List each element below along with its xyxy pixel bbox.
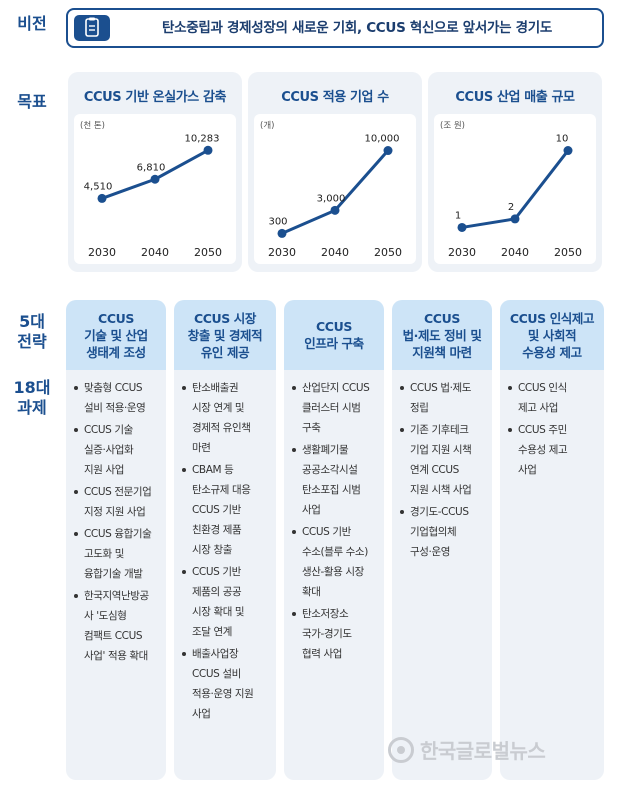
data-point xyxy=(203,145,213,155)
data-label: 10,000 xyxy=(365,134,400,145)
line-chart: (개) 300 2030 3,000 2040 10,000 2050 xyxy=(260,120,402,259)
goal-label: 목표 xyxy=(17,92,47,111)
task-item: 한국지역난방공 사 '도심형 컴팩트 CCUS 사업' 적용 확대 xyxy=(70,586,162,666)
task-list-panel: 산업단지 CCUS 클러스터 시범 구축 생활폐기물 공공소각시설 탄소포집 시… xyxy=(284,370,384,780)
data-point xyxy=(457,222,467,232)
task-list-panel: 맞춤형 CCUS 설비 적용·운영 CCUS 기술 실증·사업화 지원 사업 C… xyxy=(66,370,166,780)
strategy-header: CCUS 기술 및 산업 생태계 조성 xyxy=(66,300,166,370)
goal-chart: (개) 300 2030 3,000 2040 10,000 2050 xyxy=(254,114,416,264)
task-item: 생활폐기물 공공소각시설 탄소포집 시범 사업 xyxy=(288,440,380,520)
task-item: 배출사업장 CCUS 설비 적용·운영 지원 사업 xyxy=(178,644,272,724)
task-list-panel: CCUS 법·제도 정립 기존 기후테크 기업 지원 시책 연계 CCUS 지원… xyxy=(392,370,492,780)
tasks-label: 18대 과제 xyxy=(13,378,51,417)
data-label: 2 xyxy=(508,202,514,213)
strategy-title: CCUS 시장 창출 및 경제적 유인 제공 xyxy=(187,310,263,360)
task-item: CCUS 융합기술 고도화 및 융합기술 개발 xyxy=(70,524,162,584)
strategy-header: CCUS 법·제도 정비 및 지원책 마련 xyxy=(392,300,492,370)
x-tick-label: 2040 xyxy=(141,246,169,259)
task-item: 기존 기후테크 기업 지원 시책 연계 CCUS 지원 시책 사업 xyxy=(396,420,488,500)
task-item: CCUS 주민 수용성 제고 사업 xyxy=(504,420,600,480)
data-label: 1 xyxy=(455,210,461,221)
task-item: CCUS 인식 제고 사업 xyxy=(504,378,600,418)
strategy-label: 5대 전략 xyxy=(17,312,47,351)
task-item: CCUS 법·제도 정립 xyxy=(396,378,488,418)
data-point xyxy=(383,146,393,156)
data-point xyxy=(97,193,107,203)
x-tick-label: 2040 xyxy=(321,246,349,259)
x-tick-label: 2040 xyxy=(501,246,529,259)
x-tick-label: 2030 xyxy=(88,246,116,259)
data-label: 10 xyxy=(556,134,569,145)
task-item: 맞춤형 CCUS 설비 적용·운영 xyxy=(70,378,162,418)
goal-panel-companies: CCUS 적용 기업 수 (개) 300 2030 3,000 2040 10,000 20… xyxy=(248,72,422,272)
task-item: 탄소배출권 시장 연계 및 경제적 유인책 마련 xyxy=(178,378,272,458)
data-point xyxy=(150,174,160,184)
data-label: 6,810 xyxy=(137,162,166,173)
task-item: CCUS 기반 제품의 공공 시장 확대 및 조달 연계 xyxy=(178,562,272,642)
data-point xyxy=(277,228,287,238)
x-tick-label: 2050 xyxy=(194,246,222,259)
vision-box: 탄소중립과 경제성장의 새로운 기회, CCUS 혁신으로 앞서가는 경기도 xyxy=(66,8,604,48)
strategy-title: CCUS 기술 및 산업 생태계 조성 xyxy=(84,310,148,360)
line-chart: (조 원) 1 2030 2 2040 10 2050 xyxy=(440,121,582,259)
goal-panel-revenue: CCUS 산업 매출 규모 (조 원) 1 2030 2 2040 10 2050 xyxy=(428,72,602,272)
goal-panel-emission: CCUS 기반 온실가스 감축 (천 톤) 4,510 2030 6,810 2040 1… xyxy=(68,72,242,272)
globe-logo-icon xyxy=(388,736,414,763)
goal-chart: (천 톤) 4,510 2030 6,810 2040 10,283 2050 xyxy=(74,114,236,264)
goal-title: CCUS 적용 기업 수 xyxy=(281,90,389,105)
task-item: CBAM 등 탄소규제 대응 CCUS 기반 친환경 제품 시장 창출 xyxy=(178,460,272,560)
task-list-panel: CCUS 인식 제고 사업 CCUS 주민 수용성 제고 사업 xyxy=(500,370,604,780)
task-item: CCUS 기술 실증·사업화 지원 사업 xyxy=(70,420,162,480)
x-tick-label: 2030 xyxy=(268,246,296,259)
strategy-header: CCUS 인식제고 및 사회적 수용성 제고 xyxy=(500,300,604,370)
task-list-panel: 탄소배출권 시장 연계 및 경제적 유인책 마련 CBAM 등 탄소규제 대응 … xyxy=(174,370,276,780)
x-tick-label: 2030 xyxy=(448,246,476,259)
data-label: 10,283 xyxy=(185,133,220,144)
task-item: 산업단지 CCUS 클러스터 시범 구축 xyxy=(288,378,380,438)
watermark-text: 한국글로벌뉴스 xyxy=(420,739,546,763)
strategy-title: CCUS 법·제도 정비 및 지원책 마련 xyxy=(402,310,482,360)
strategy-title: CCUS 인식제고 및 사회적 수용성 제고 xyxy=(509,310,595,360)
series-line xyxy=(101,148,209,200)
task-item: CCUS 전문기업 지정 지원 사업 xyxy=(70,482,162,522)
task-item: CCUS 기반 수소(블루 수소) 생산-활용 시장 확대 xyxy=(288,522,380,602)
goal-chart: (조 원) 1 2030 2 2040 10 2050 xyxy=(434,114,596,264)
strategy-header: CCUS 시장 창출 및 경제적 유인 제공 xyxy=(174,300,276,370)
vision-text: 탄소중립과 경제성장의 새로운 기회, CCUS 혁신으로 앞서가는 경기도 xyxy=(161,20,553,36)
goal-title: CCUS 기반 온실가스 감축 xyxy=(83,90,227,105)
task-item: 경기도-CCUS 기업협의체 구성·운영 xyxy=(396,502,488,562)
strategy-header: CCUS 인프라 구축 xyxy=(284,300,384,370)
unit-label: (조 원) xyxy=(440,121,465,131)
unit-label: (천 톤) xyxy=(80,120,105,131)
x-tick-label: 2050 xyxy=(374,246,402,259)
series-line xyxy=(281,149,390,235)
data-point xyxy=(510,214,520,224)
data-point xyxy=(563,146,573,156)
data-label: 300 xyxy=(268,216,287,227)
data-label: 4,510 xyxy=(84,181,113,192)
clipboard-icon xyxy=(74,15,110,41)
line-chart: (천 톤) 4,510 2030 6,810 2040 10,283 2050 xyxy=(80,120,222,259)
unit-label: (개) xyxy=(260,120,274,131)
data-point xyxy=(330,205,340,215)
data-label: 3,000 xyxy=(317,193,346,204)
task-item: 탄소저장소 국가-경기도 협력 사업 xyxy=(288,604,380,664)
x-tick-label: 2050 xyxy=(554,246,582,259)
watermark: 한국글로벌뉴스 xyxy=(388,735,546,764)
goal-title: CCUS 산업 매출 규모 xyxy=(455,90,575,105)
vision-label: 비전 xyxy=(17,14,47,33)
strategy-title: CCUS 인프라 구축 xyxy=(304,319,364,351)
